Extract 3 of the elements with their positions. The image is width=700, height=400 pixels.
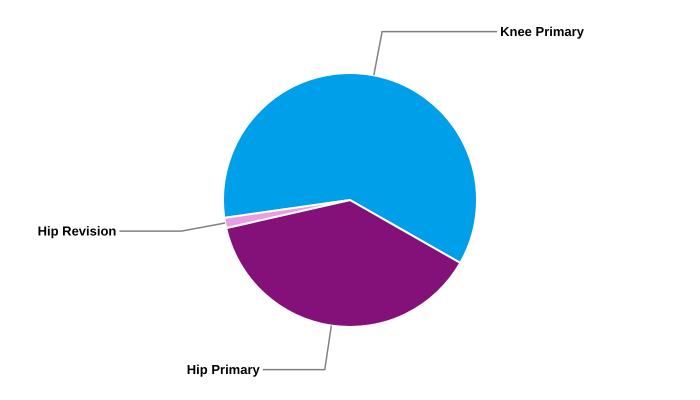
slice-label: Knee Primary <box>500 24 585 40</box>
slice-label: Hip Revision <box>38 224 116 239</box>
slice-label: Hip Primary <box>186 362 261 378</box>
